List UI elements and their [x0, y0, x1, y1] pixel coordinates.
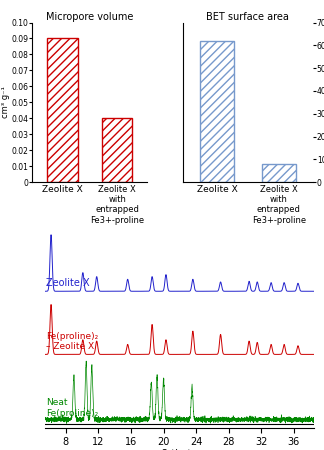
- Title: Micropore volume: Micropore volume: [46, 12, 133, 22]
- Bar: [47, 39, 77, 182]
- Text: Zeolite X: Zeolite X: [197, 184, 237, 194]
- Text: Zeolite X
with
entrapped
Fe3+-proline: Zeolite X with entrapped Fe3+-proline: [252, 184, 306, 225]
- Text: Zeolite X
with
entrapped
Fe3+-proline: Zeolite X with entrapped Fe3+-proline: [90, 184, 145, 225]
- Text: Zeolite X: Zeolite X: [42, 184, 83, 194]
- X-axis label: 2 theta: 2 theta: [162, 449, 198, 450]
- Bar: [262, 164, 296, 182]
- Y-axis label: cm³ g⁻¹: cm³ g⁻¹: [1, 86, 10, 118]
- Title: BET surface area: BET surface area: [206, 12, 289, 22]
- Bar: [200, 41, 234, 182]
- Bar: [102, 118, 133, 182]
- Text: Fe(proline)₂
– Zeolite X: Fe(proline)₂ – Zeolite X: [46, 332, 98, 351]
- Text: Neat
Fe(proline)₂: Neat Fe(proline)₂: [46, 398, 98, 418]
- Text: Zeolite X: Zeolite X: [46, 278, 90, 288]
